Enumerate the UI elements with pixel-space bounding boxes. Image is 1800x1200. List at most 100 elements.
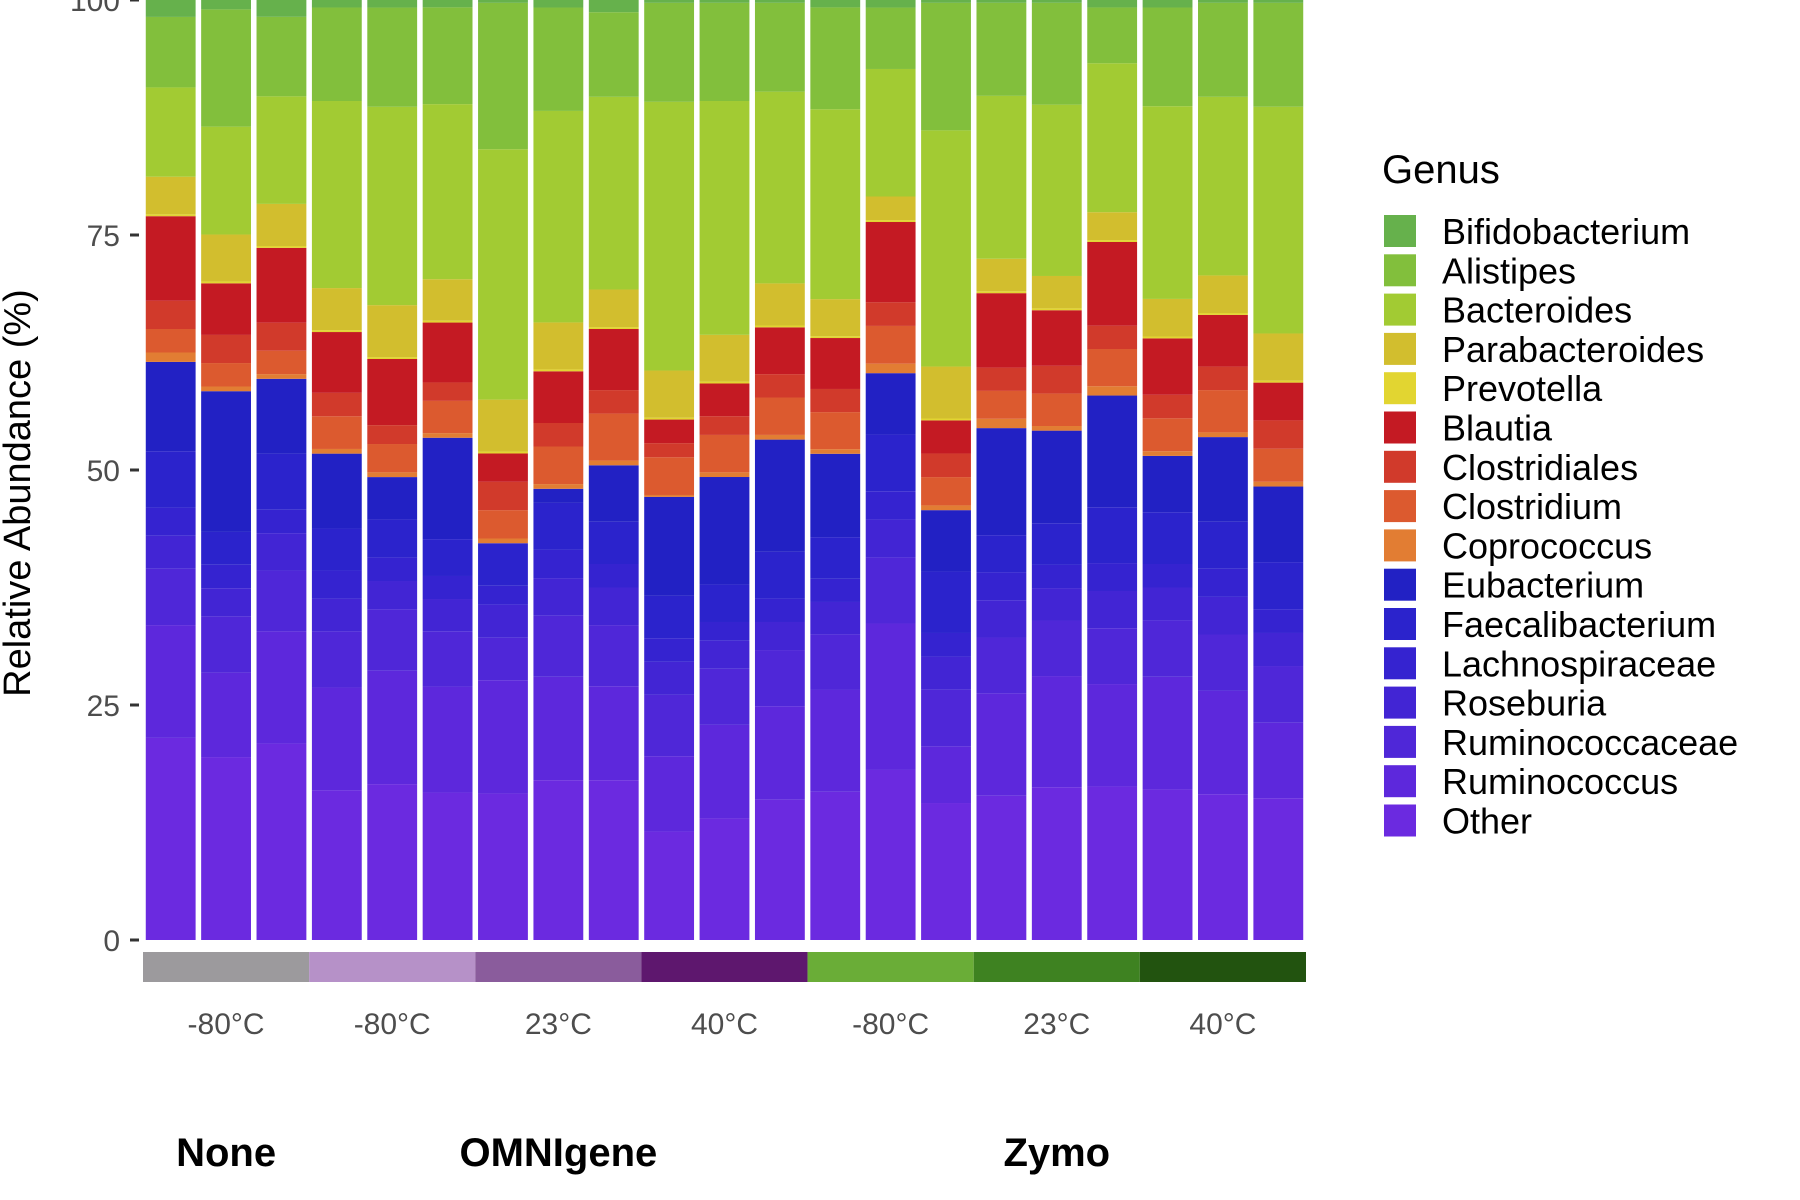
- bar-segment: [976, 795, 1027, 940]
- bar-segment: [311, 101, 362, 289]
- bar-segment: [1142, 298, 1193, 337]
- bar-segment: [1031, 0, 1082, 3]
- bar-segment: [311, 332, 362, 393]
- bar-segment: [311, 570, 362, 599]
- bar-segment: [367, 670, 418, 785]
- bar-segment: [422, 437, 473, 540]
- bar-segment: [754, 397, 805, 435]
- bar-segment: [533, 549, 584, 579]
- bar-segment: [754, 706, 805, 800]
- bar-segment: [201, 531, 251, 565]
- bar-segment: [1031, 393, 1082, 427]
- legend-label: Alistipes: [1442, 250, 1576, 291]
- bar-segment: [201, 126, 251, 235]
- bar-segment: [367, 519, 418, 558]
- bar-segment: [699, 472, 750, 478]
- bar-segment: [1142, 7, 1193, 107]
- bar-segment: [533, 7, 584, 111]
- bar-segment: [699, 818, 750, 940]
- bar-segment: [1142, 106, 1193, 299]
- bar-segment: [1031, 588, 1082, 621]
- bar-segment: [644, 831, 695, 940]
- bar-segment: [921, 746, 971, 804]
- bar-segment: [588, 465, 639, 522]
- legend-label: Eubacterium: [1442, 565, 1644, 606]
- bar-segment: [1087, 563, 1138, 591]
- condition-color-block: [143, 952, 310, 982]
- condition-color-block: [807, 952, 974, 982]
- y-tick-label: 0: [103, 925, 120, 958]
- bar-segment: [256, 509, 307, 534]
- bar-segment: [1198, 596, 1248, 635]
- bar-segment: [311, 7, 362, 102]
- bar-segment: [533, 502, 584, 550]
- bar-segment: [644, 417, 695, 420]
- bar-segment: [1198, 275, 1248, 314]
- bar-segment: [865, 519, 916, 558]
- bar-segment: [976, 0, 1027, 3]
- bar-segment: [1253, 380, 1304, 383]
- bar-segment: [921, 420, 971, 454]
- bar-segment: [1253, 609, 1304, 633]
- bar-segment: [1253, 2, 1304, 107]
- bar-segment: [311, 330, 362, 333]
- bar-segment: [699, 101, 750, 335]
- bar-segment: [256, 0, 307, 17]
- bar-segment: [478, 399, 528, 452]
- bar-segment: [810, 0, 861, 8]
- bar-segment: [754, 91, 805, 284]
- bar-segment: [588, 587, 639, 626]
- bar-segment: [533, 0, 584, 8]
- legend-swatch: [1384, 647, 1416, 680]
- bar-segment: [533, 488, 584, 503]
- legend-swatch: [1384, 529, 1416, 562]
- bar-segment: [478, 451, 528, 454]
- bar-segment: [1031, 2, 1082, 105]
- bar-segment: [810, 453, 861, 538]
- bar-segment: [754, 434, 805, 440]
- bar-segment: [201, 391, 251, 532]
- bar-segment: [533, 322, 584, 370]
- bar-segment: [256, 631, 307, 744]
- bar-segment: [256, 453, 307, 510]
- bar-segment: [311, 392, 362, 417]
- bar-segment: [588, 780, 639, 940]
- bar-segment: [754, 621, 805, 651]
- bar-segment: [699, 668, 750, 725]
- bar-segment: [976, 535, 1027, 573]
- bar-segment: [588, 625, 639, 687]
- bar-segment: [644, 595, 695, 639]
- bar-segment: [588, 521, 639, 564]
- bar-segment: [422, 792, 473, 940]
- bar-segment: [976, 367, 1027, 391]
- bar-segment: [367, 609, 418, 671]
- bar-segment: [1253, 106, 1304, 334]
- bar-segment: [145, 216, 196, 301]
- group-labels: None OMNIgene Zymo: [176, 1131, 1110, 1175]
- legend-swatch: [1384, 725, 1416, 758]
- bar-segment: [644, 638, 695, 662]
- bar-segment: [699, 334, 750, 382]
- bar-segment: [1253, 798, 1304, 940]
- bar-segment: [1198, 690, 1248, 795]
- legend-label: Bacteroides: [1442, 290, 1632, 331]
- bar-segment: [201, 283, 251, 335]
- bar-segment: [865, 220, 916, 223]
- bar-segment: [754, 327, 805, 375]
- bar-segment: [699, 434, 750, 473]
- bar-segment: [201, 564, 251, 589]
- bar-segment: [588, 289, 639, 328]
- bar-segment: [810, 449, 861, 454]
- legend-swatch: [1384, 372, 1416, 405]
- bar-segment: [976, 291, 1027, 294]
- bar-segment: [976, 693, 1027, 796]
- bar-segment: [367, 358, 418, 426]
- y-tick-label: 100: [70, 0, 120, 18]
- legend-label: Bifidobacterium: [1442, 211, 1690, 252]
- y-axis-title: Relative Abundance (%): [0, 289, 39, 697]
- bar-segment: [1087, 386, 1138, 396]
- bar-segment: [1031, 365, 1082, 394]
- bar-segment: [478, 543, 528, 586]
- bar-segment: [367, 557, 418, 582]
- bar-segment: [145, 507, 196, 536]
